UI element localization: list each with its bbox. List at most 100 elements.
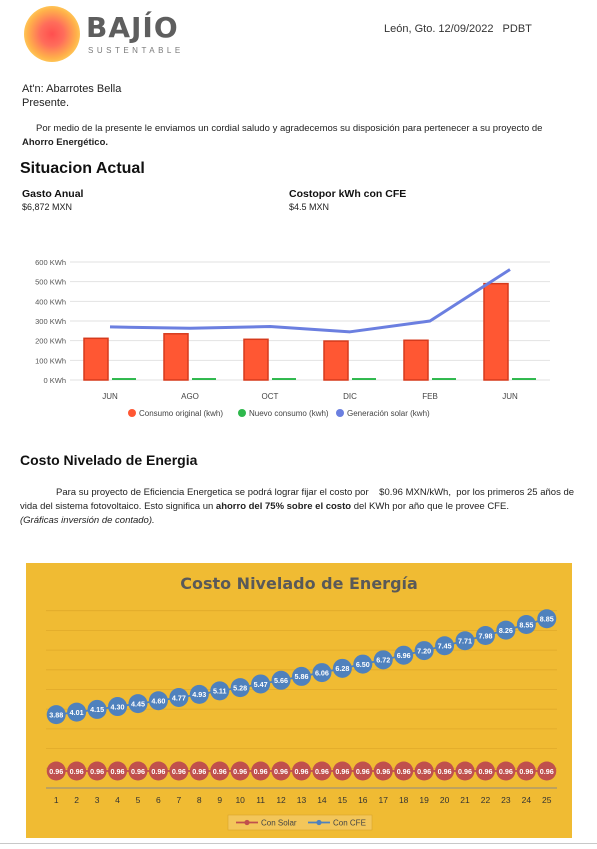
logo-tagline: SUSTENTABLE <box>88 46 184 55</box>
data-point <box>251 674 271 694</box>
data-label: 4.01 <box>70 708 84 717</box>
data-point <box>394 761 414 781</box>
x-tick-label: OCT <box>262 392 279 401</box>
data-point <box>251 761 271 781</box>
x-tick-label: AGO <box>181 392 199 401</box>
x-tick-label: 17 <box>379 795 389 805</box>
data-point <box>128 694 148 714</box>
x-tick-label: JUN <box>102 392 118 401</box>
data-label: 0.96 <box>233 767 247 776</box>
data-label: 6.28 <box>335 664 349 673</box>
data-point <box>353 654 373 674</box>
bar-consumo-original <box>83 337 109 381</box>
data-label: 0.96 <box>254 767 268 776</box>
data-label: 0.96 <box>397 767 411 776</box>
bar-consumo-original <box>243 338 269 381</box>
x-tick-label: 21 <box>460 795 470 805</box>
x-tick-label: 1 <box>54 795 59 805</box>
chart-title: Costo Nivelado de Energía <box>180 574 418 593</box>
x-tick-label: 18 <box>399 795 409 805</box>
bar-nuevo-consumo <box>192 378 216 380</box>
data-point <box>373 761 393 781</box>
data-point <box>230 761 250 781</box>
data-point <box>414 641 434 661</box>
data-label: 0.96 <box>335 767 349 776</box>
y-tick-label: 200 KWh <box>35 337 66 346</box>
data-label: 0.96 <box>172 767 186 776</box>
gasto-label: Gasto Anual <box>22 188 84 200</box>
data-point <box>189 684 209 704</box>
y-tick-label: 100 KWh <box>35 356 66 365</box>
data-label: 0.96 <box>49 767 63 776</box>
data-label: 0.96 <box>274 767 288 776</box>
data-label: 4.30 <box>111 702 125 711</box>
legend-marker <box>316 819 322 826</box>
data-label: 0.96 <box>458 767 472 776</box>
x-tick-label: 22 <box>481 795 491 805</box>
bar-nuevo-consumo <box>512 378 536 380</box>
x-tick-label: DIC <box>343 392 357 401</box>
data-label: 7.71 <box>458 637 472 646</box>
data-label: 4.15 <box>90 705 104 714</box>
section-title-situacion: Situacion Actual <box>20 160 145 177</box>
data-point <box>455 631 475 651</box>
data-label: 4.45 <box>131 699 145 708</box>
data-point <box>108 761 128 781</box>
data-label: 4.77 <box>172 693 186 702</box>
y-tick-label: 400 KWh <box>35 297 66 306</box>
x-tick-label: 7 <box>176 795 181 805</box>
x-tick-label: 24 <box>522 795 532 805</box>
data-label: 8.85 <box>540 615 554 624</box>
data-point <box>271 761 291 781</box>
y-tick-label: 500 KWh <box>35 278 66 287</box>
x-tick-label: 11 <box>256 795 265 805</box>
place-date: León, Gto. 12/09/2022 PDBT <box>384 23 538 35</box>
y-tick-label: 600 KWh <box>35 258 66 267</box>
place-date-text: León, Gto. 12/09/2022 <box>384 23 494 35</box>
x-tick-label: 4 <box>115 795 120 805</box>
attn-line: At'n: Abarrotes Bella <box>22 83 122 95</box>
data-label: 0.96 <box>478 767 492 776</box>
data-point <box>496 620 516 640</box>
bar-nuevo-consumo <box>432 378 456 380</box>
bar-consumo-original <box>483 282 509 381</box>
costo-paragraph: Para su proyecto de Eficiencia Energetic… <box>20 486 580 528</box>
costo-value: $4.5 MXN <box>289 202 330 212</box>
data-point <box>312 663 332 683</box>
costo-text-2: por los primeros 25 años de vida del sis… <box>20 487 575 512</box>
data-label: 5.47 <box>254 680 268 689</box>
data-label: 0.96 <box>192 767 206 776</box>
data-label: 0.96 <box>417 767 431 776</box>
data-point <box>353 761 373 781</box>
bar-consumo-original <box>323 340 349 381</box>
logo-name: BAJÍO <box>86 11 179 44</box>
data-label: 0.96 <box>438 767 452 776</box>
data-label: 5.66 <box>274 676 288 685</box>
data-label: 0.96 <box>295 767 309 776</box>
gasto-anual-stat: Gasto Anual $6,872 MXN <box>22 188 83 212</box>
consumption-chart: 0 KWh 100 KWh 200 KWh 300 KWh 400 KWh 500 KWh… <box>35 258 550 418</box>
sun-logo-icon <box>24 6 80 62</box>
legend-marker <box>128 409 136 417</box>
data-point <box>292 666 311 686</box>
intro-bold: Ahorro Energético. <box>22 137 109 148</box>
legend-marker <box>336 409 344 417</box>
costo-kwh-stat: Costopor kWh con CFE $4.5 MXN <box>289 188 406 212</box>
data-label: 0.96 <box>499 767 513 776</box>
section-title-costo: Costo Nivelado de Energia <box>20 452 198 468</box>
x-tick-label: 3 <box>95 795 100 805</box>
data-point <box>435 761 455 781</box>
x-tick-label: 12 <box>276 795 286 805</box>
costo-text-1: Para su proyecto de Eficiencia Energetic… <box>56 487 369 498</box>
data-label: 0.96 <box>540 767 554 776</box>
data-label: 0.96 <box>376 767 390 776</box>
intro-paragraph: Por medio de la presente le enviamos un … <box>22 122 574 150</box>
y-tick-label: 300 KWh <box>35 317 66 326</box>
page-divider <box>0 843 597 844</box>
data-label: 0.96 <box>70 767 84 776</box>
data-point <box>108 697 128 717</box>
recipient-block: At'n: Abarrotes Bella Presente. <box>22 82 121 110</box>
data-label: 0.96 <box>131 767 145 776</box>
data-point <box>455 761 475 781</box>
data-label: 8.26 <box>499 626 513 635</box>
